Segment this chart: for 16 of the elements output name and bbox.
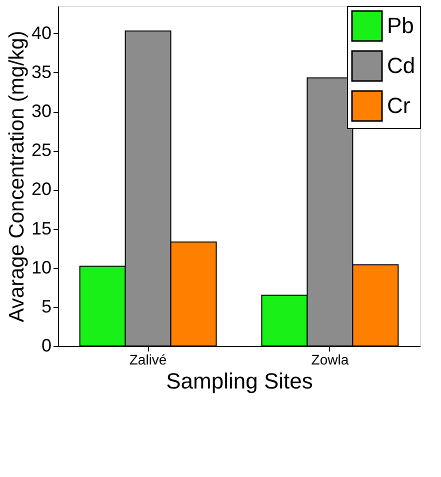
y-tick-label: 15 — [31, 218, 52, 238]
y-axis-title: Avarage Concentration (mg/kg) — [5, 30, 28, 322]
y-tick-label: 30 — [31, 101, 52, 122]
y-tick-label: 40 — [31, 22, 52, 43]
y-tick-label: 0 — [41, 336, 52, 356]
y-tick-label: 5 — [41, 296, 52, 316]
legend-label: Pb — [387, 13, 414, 38]
y-tick-label: 35 — [31, 62, 52, 82]
legend-label: Cr — [387, 93, 410, 118]
x-axis-title: Sampling Sites — [166, 368, 313, 394]
x-tick-label: Zalivé — [129, 352, 167, 368]
y-tick-label: 25 — [31, 140, 52, 160]
y-tick-label: 20 — [31, 179, 52, 200]
y-tick-label: 10 — [31, 257, 52, 278]
x-tick-label: Zowla — [311, 352, 349, 368]
legend-label: Cd — [387, 53, 416, 78]
